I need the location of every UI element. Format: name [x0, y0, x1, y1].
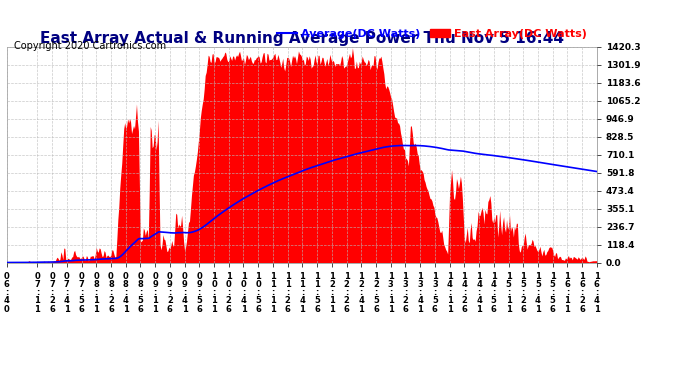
Text: Copyright 2020 Cartronics.com: Copyright 2020 Cartronics.com: [14, 41, 166, 51]
Legend: Average(DC Watts), East Array(DC Watts): Average(DC Watts), East Array(DC Watts): [273, 24, 591, 43]
Title: East Array Actual & Running Average Power Thu Nov 5 16:44: East Array Actual & Running Average Powe…: [40, 31, 564, 46]
